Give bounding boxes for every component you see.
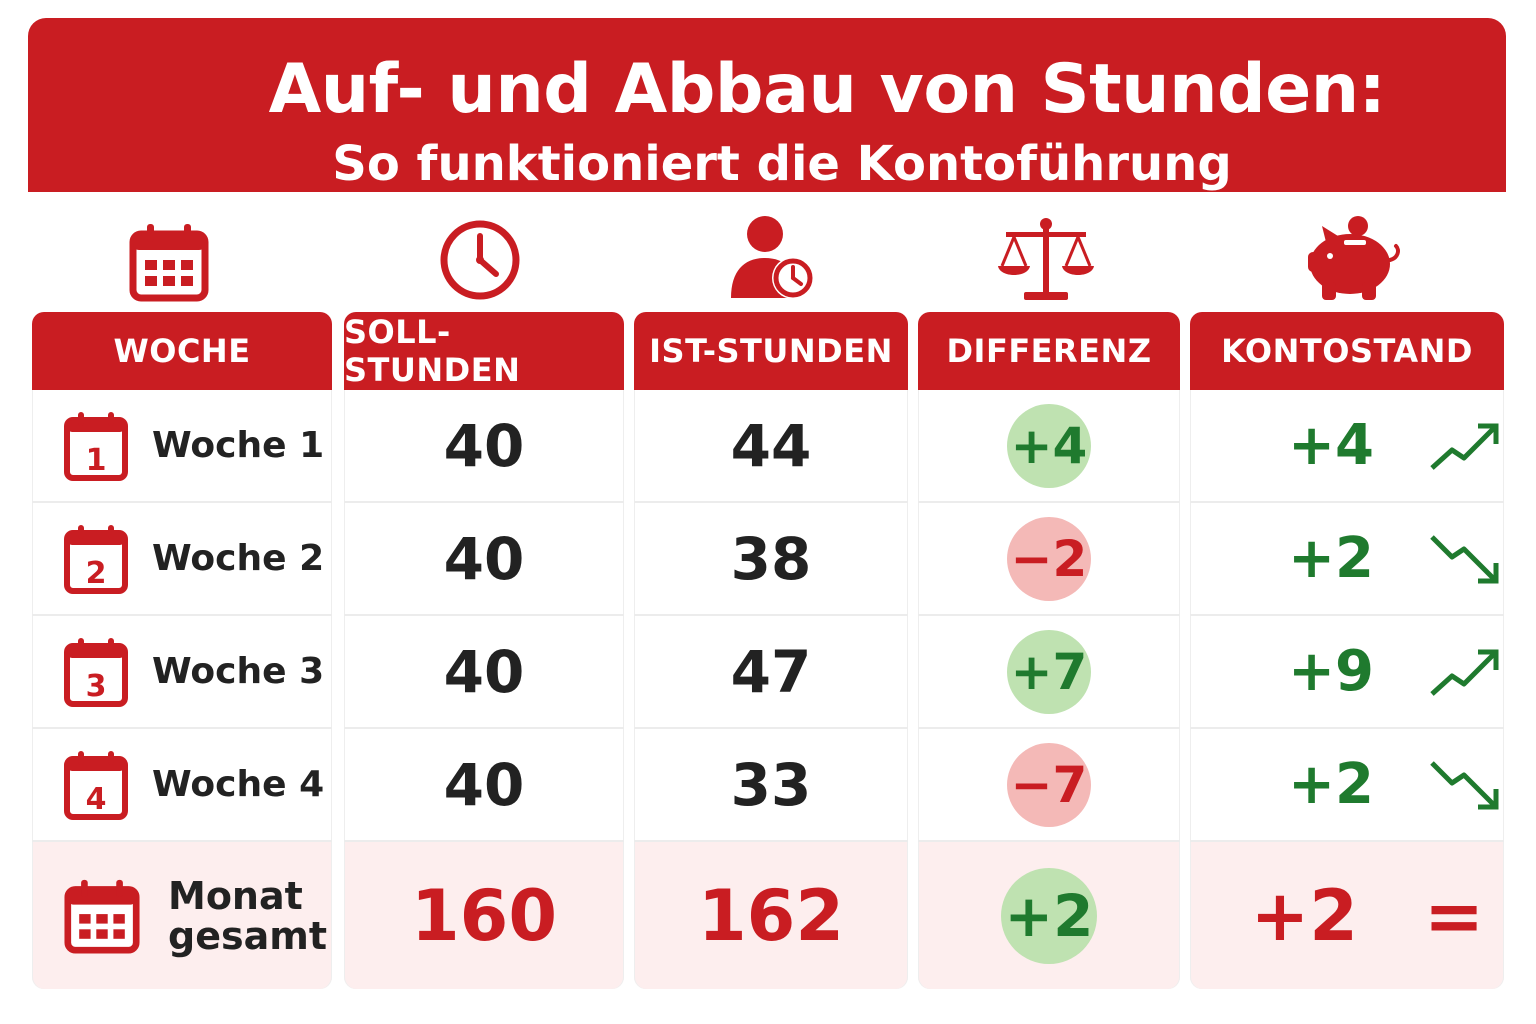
page-subtitle: So funktioniert die Kontoführung xyxy=(332,136,1232,192)
calendar-day-icon: 2 xyxy=(64,524,128,594)
ist-value: 33 xyxy=(634,729,908,842)
column-header-differenz: DIFFERENZ xyxy=(918,312,1180,390)
week-label: Woche 4 xyxy=(152,764,325,805)
konto-value: +2 xyxy=(1288,752,1374,817)
column-header-woche: WOCHE xyxy=(32,312,332,390)
diff-badge: +4 xyxy=(1007,403,1091,488)
week-label: Woche 2 xyxy=(152,538,325,579)
ist-value: 38 xyxy=(634,503,908,616)
total-diff: +2 xyxy=(918,842,1180,989)
trend-up-icon xyxy=(1428,642,1504,702)
table-row: 1 Woche 1 xyxy=(32,390,332,503)
total-soll: 160 xyxy=(344,842,624,989)
konto-cell: +2 xyxy=(1190,729,1504,842)
total-label: Monat gesamt xyxy=(168,873,327,958)
calendar-day-icon: 4 xyxy=(64,750,128,820)
table-row: 3 Woche 3 xyxy=(32,616,332,729)
column-header-soll: SOLL-STUNDEN xyxy=(344,312,624,390)
clock-icon xyxy=(344,210,624,302)
trend-up-icon xyxy=(1428,416,1504,476)
diff-cell: −7 xyxy=(918,729,1180,842)
column-ist: IST-STUNDEN 44 38 47 33 162 xyxy=(634,216,908,990)
person-clock-icon xyxy=(634,210,908,302)
konto-cell: +9 xyxy=(1190,616,1504,729)
week-number: 2 xyxy=(86,556,107,591)
column-header-ist: IST-STUNDEN xyxy=(634,312,908,390)
piggy-bank-icon xyxy=(1190,210,1504,302)
trend-down-icon xyxy=(1428,755,1504,815)
week-number: 4 xyxy=(86,782,107,817)
total-ist: 162 xyxy=(634,842,908,989)
week-label: Woche 3 xyxy=(152,651,325,692)
konto-value: +2 xyxy=(1288,526,1374,591)
column-kontostand: KONTOSTAND +4 +2 +9 +2 +2 = xyxy=(1190,216,1504,990)
scale-icon xyxy=(918,210,1180,302)
soll-value: 40 xyxy=(344,390,624,503)
equals-icon: = xyxy=(1423,873,1485,958)
calendar-icon xyxy=(64,879,140,954)
header-banner: Auf- und Abbau von Stunden: So funktioni… xyxy=(28,18,1506,192)
diff-badge: −2 xyxy=(1007,516,1091,601)
column-differenz: DIFFERENZ +4 −2 +7 −7 +2 xyxy=(918,218,1180,990)
trend-down-icon xyxy=(1428,529,1504,589)
ist-value: 47 xyxy=(634,616,908,729)
diff-badge: +2 xyxy=(1001,867,1097,964)
konto-value: +2 xyxy=(1250,874,1358,957)
week-number: 3 xyxy=(86,669,107,704)
page-title: Auf- und Abbau von Stunden: xyxy=(268,50,1386,129)
soll-value: 40 xyxy=(344,729,624,842)
week-number: 1 xyxy=(86,443,107,478)
table-row: 4 Woche 4 xyxy=(32,729,332,842)
total-konto: +2 = xyxy=(1190,842,1504,989)
calendar-day-icon: 3 xyxy=(64,637,128,707)
calendar-day-icon: 1 xyxy=(64,411,128,481)
konto-cell: +4 xyxy=(1190,390,1504,503)
diff-cell: +7 xyxy=(918,616,1180,729)
column-header-kontostand: KONTOSTAND xyxy=(1190,312,1504,390)
konto-value: +9 xyxy=(1288,639,1374,704)
diff-badge: −7 xyxy=(1007,742,1091,827)
diff-badge: +7 xyxy=(1007,629,1091,714)
calendar-icon xyxy=(32,210,332,302)
table-row: 2 Woche 2 xyxy=(32,503,332,616)
konto-cell: +2 xyxy=(1190,503,1504,616)
konto-value: +4 xyxy=(1288,413,1374,478)
diff-cell: −2 xyxy=(918,503,1180,616)
soll-value: 40 xyxy=(344,503,624,616)
diff-cell: +4 xyxy=(918,390,1180,503)
total-row: Monat gesamt xyxy=(32,842,332,989)
soll-value: 40 xyxy=(344,616,624,729)
week-label: Woche 1 xyxy=(152,425,325,466)
column-soll: SOLL-STUNDEN 40 40 40 40 160 xyxy=(344,220,624,990)
ist-value: 44 xyxy=(634,390,908,503)
column-woche: WOCHE 1 Woche 1 2 Woche 2 3 Woche 3 xyxy=(32,224,332,990)
